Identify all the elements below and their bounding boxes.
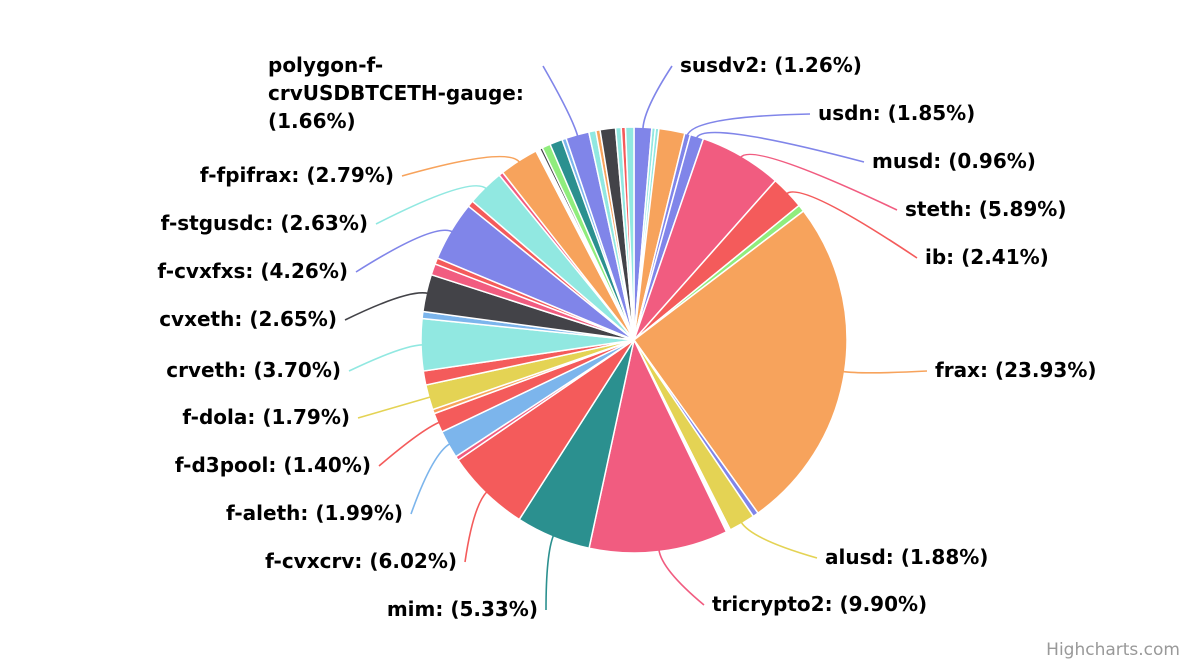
connector-ib — [785, 191, 918, 259]
data-label-f-cvxcrv: f-cvxcrv: (6.02%) — [265, 549, 457, 573]
connector-f-cvxcrv — [464, 490, 488, 563]
data-label-tricrypto2: tricrypto2: (9.90%) — [712, 592, 927, 616]
connector-susdv2 — [642, 65, 673, 130]
connector-f-aleth — [410, 442, 451, 515]
connector-cvxeth — [344, 292, 429, 321]
data-label-steth: steth: (5.89%) — [905, 197, 1066, 221]
data-label-musd: musd: (0.96%) — [872, 149, 1036, 173]
connector-mim — [545, 534, 555, 611]
data-label-f-aleth: f-aleth: (1.99%) — [226, 501, 403, 525]
connector-f-d3pool — [378, 421, 440, 467]
connector-frax — [842, 370, 928, 374]
pie-slices — [420, 126, 848, 554]
data-label-mim: mim: (5.33%) — [387, 597, 538, 621]
connector-steth — [739, 153, 898, 211]
credits-link[interactable]: Highcharts.com — [1046, 640, 1180, 660]
connector-crveth — [348, 344, 424, 372]
connector-usdn — [686, 113, 811, 137]
connector-musd — [695, 131, 865, 163]
connector-alusd — [740, 521, 818, 559]
data-label-ib: ib: (2.41%) — [925, 245, 1049, 269]
connector-polygon-f-crvUSDBTCETH-gauge — [542, 65, 579, 137]
label-connectors — [344, 65, 928, 611]
data-label-alusd: alusd: (1.88%) — [825, 545, 988, 569]
data-label-susdv2: susdv2: (1.26%) — [680, 53, 862, 77]
data-label-frax: frax: (23.93%) — [935, 358, 1097, 382]
data-label-f-stgusdc: f-stgusdc: (2.63%) — [161, 211, 368, 235]
connector-f-fpifrax — [401, 155, 521, 177]
data-label-f-dola: f-dola: (1.79%) — [182, 405, 350, 429]
connector-tricrypto2 — [658, 549, 705, 606]
data-label-polygon-f-crvUSDBTCETH-gauge: polygon-f-crvUSDBTCETH-gauge: (1.66%) — [268, 53, 524, 133]
pie-slice[interactable] — [624, 126, 635, 341]
data-label-f-fpifrax: f-fpifrax: (2.79%) — [200, 163, 394, 187]
connector-f-cvxfxs — [355, 229, 454, 273]
data-label-f-d3pool: f-d3pool: (1.40%) — [175, 453, 371, 477]
data-labels: susdv2: (1.26%) usdn: (1.85%) musd: (0.96%… — [157, 53, 1096, 621]
data-label-usdn: usdn: (1.85%) — [818, 101, 975, 125]
data-label-crveth: crveth: (3.70%) — [166, 358, 341, 382]
data-label-f-cvxfxs: f-cvxfxs: (4.26%) — [157, 259, 348, 283]
connector-f-stgusdc — [375, 185, 488, 225]
data-label-cvxeth: cvxeth: (2.65%) — [159, 307, 337, 331]
connector-f-dola — [357, 396, 432, 419]
